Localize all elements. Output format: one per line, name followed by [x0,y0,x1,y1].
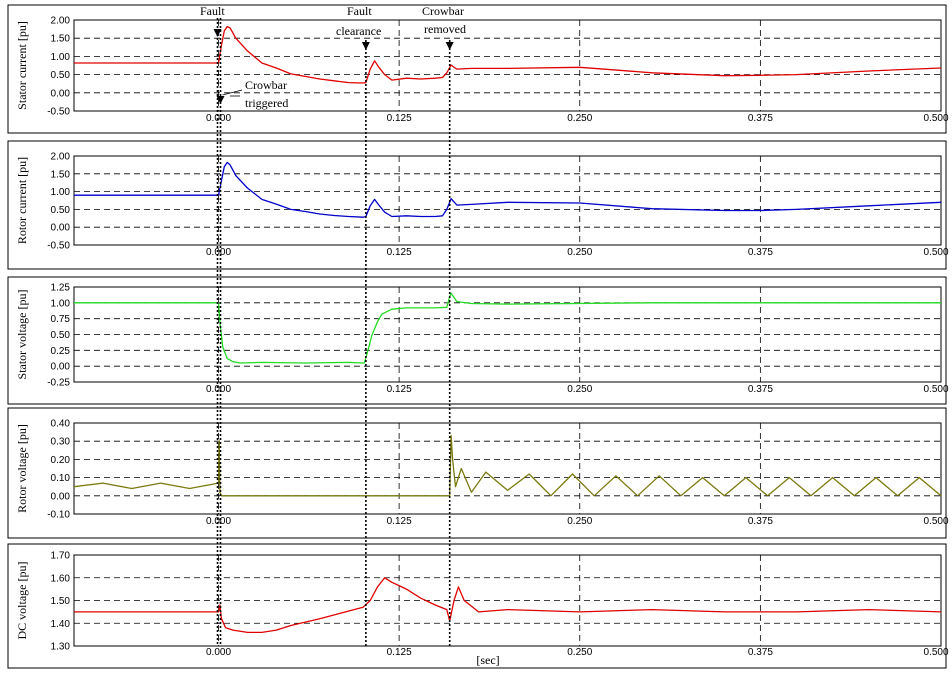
y-axis-label: Rotor current [pu] [15,157,29,244]
x-tick-label: 0.375 [748,384,773,395]
annotation-fault-clearance-line1: Fault [347,4,372,18]
x-tick-label: 0.375 [748,113,773,124]
y-tick-label: 1.70 [51,551,71,562]
y-tick-label: 0.50 [51,330,71,341]
x-tick-label: 0.000 [206,384,231,395]
plot-area [73,19,942,112]
y-axis-label: Stator current [pu] [15,21,29,110]
leader-line [222,89,243,96]
y-tick-label: 2.00 [51,152,71,163]
annotation-crowbar-removed-line1: Crowbar [422,4,464,18]
y-tick-label: 0.20 [51,455,71,466]
x-tick-label: 0.500 [923,113,948,124]
x-tick-label: 0.125 [387,647,412,658]
annotation-crowbar-removed-line2: removed [424,22,466,36]
x-tick-label: 0.375 [748,247,773,258]
x-tick-label: 0.250 [567,113,592,124]
x-tick-label: 0.250 [567,516,592,527]
y-tick-label: 1.60 [51,573,71,584]
y-axis-label: Rotor voltage [pu] [15,424,29,513]
panel-dc-voltage: 1.70 1.60 1.50 1.40 1.30 0.000 0.125 0.250 0.375… [7,543,949,669]
y-tick-label: 0.25 [51,346,71,357]
y-tick-label: 0.00 [51,491,71,502]
series-line [74,577,942,634]
plot-area [73,155,942,246]
arrow-marker [213,29,222,37]
series-line [74,161,942,218]
annotation-crowbar-triggered-line1: Crowbar [245,78,287,92]
x-tick-label: 0.500 [923,247,948,258]
y-axis-label: DC voltage [pu] [15,562,29,640]
x-tick-label: 0.500 [923,384,948,395]
event-markers: Fault Fault clearance Crowbar removed Cr… [200,4,466,646]
y-tick-label: 0.30 [51,437,71,448]
panel-rotor-voltage: 0.40 0.30 0.20 0.10 0.00 -0.10 0.000 0.125 0.250… [7,407,949,539]
arrow-marker [361,42,370,50]
y-tick-label: 1.50 [51,169,71,180]
x-tick-label: 0.125 [387,516,412,527]
panel-frame [7,140,947,270]
x-tick-label: 0.125 [387,113,412,124]
y-tick-label: 0.00 [51,362,71,373]
y-tick-label: 0.10 [51,473,71,484]
annotation-fault: Fault [200,4,225,18]
x-tick-label: 0.500 [923,516,948,527]
y-tick-label: 1.50 [51,596,71,607]
y-tick-label: 1.00 [51,52,71,63]
panel-stator-voltage: 1.25 1.00 0.75 0.50 0.25 0.00 -0.25 0.000 0.125 0… [7,276,949,405]
y-tick-label: -0.50 [47,241,70,252]
y-tick-label: 0.50 [51,70,71,81]
x-tick-label: 0.000 [206,247,231,258]
panel-stator-current: 2.00 1.50 1.00 0.50 0.00 -0.50 0.000 0.125 0.250… [7,4,949,134]
annotation-crowbar-triggered-line2: triggered [245,96,288,110]
plot-area [73,422,942,515]
x-tick-label: 0.375 [748,516,773,527]
x-tick-label: 0.250 [567,247,592,258]
x-tick-label: 0.375 [748,647,773,658]
annotation-fault-clearance-line2: clearance [336,24,381,38]
x-tick-label: 0.000 [206,113,231,124]
y-tick-label: 0.00 [51,223,71,234]
series-line [73,435,942,497]
y-tick-label: -0.50 [47,107,70,118]
y-tick-label: 1.30 [51,642,71,653]
x-tick-label: 0.125 [387,247,412,258]
y-tick-label: 0.50 [51,205,71,216]
y-tick-label: 1.50 [51,34,71,45]
x-axis-label: [sec] [476,653,499,667]
x-tick-label: 0.250 [567,647,592,658]
series-line [74,25,942,84]
x-tick-label: 0.500 [923,647,948,658]
y-tick-label: 1.00 [51,298,71,309]
y-tick-label: 1.25 [51,283,71,294]
panel-frame [7,4,947,134]
x-tick-label: 0.250 [567,384,592,395]
y-tick-label: 0.40 [51,419,71,430]
y-tick-label: 0.75 [51,314,71,325]
y-tick-label: 1.40 [51,619,71,630]
x-tick-label: 0.125 [387,384,412,395]
arrow-marker [445,42,454,50]
y-tick-label: 0.00 [51,88,71,99]
y-axis-label: Stator voltage [pu] [15,290,29,380]
x-tick-label: 0.000 [206,647,231,658]
x-tick-label: 0.000 [206,516,231,527]
y-tick-label: 1.00 [51,187,71,198]
panel-frame [7,543,947,669]
arrow-marker [216,96,225,104]
panel-frame [7,407,947,539]
series-line [74,292,941,364]
panel-frame [7,276,947,405]
y-tick-label: 2.00 [51,16,71,27]
y-tick-label: -0.10 [47,510,70,521]
panel-rotor-current: 2.00 1.50 1.00 0.50 0.00 -0.50 0.000 0.125 0.250… [7,140,949,270]
y-tick-label: -0.25 [47,378,70,389]
